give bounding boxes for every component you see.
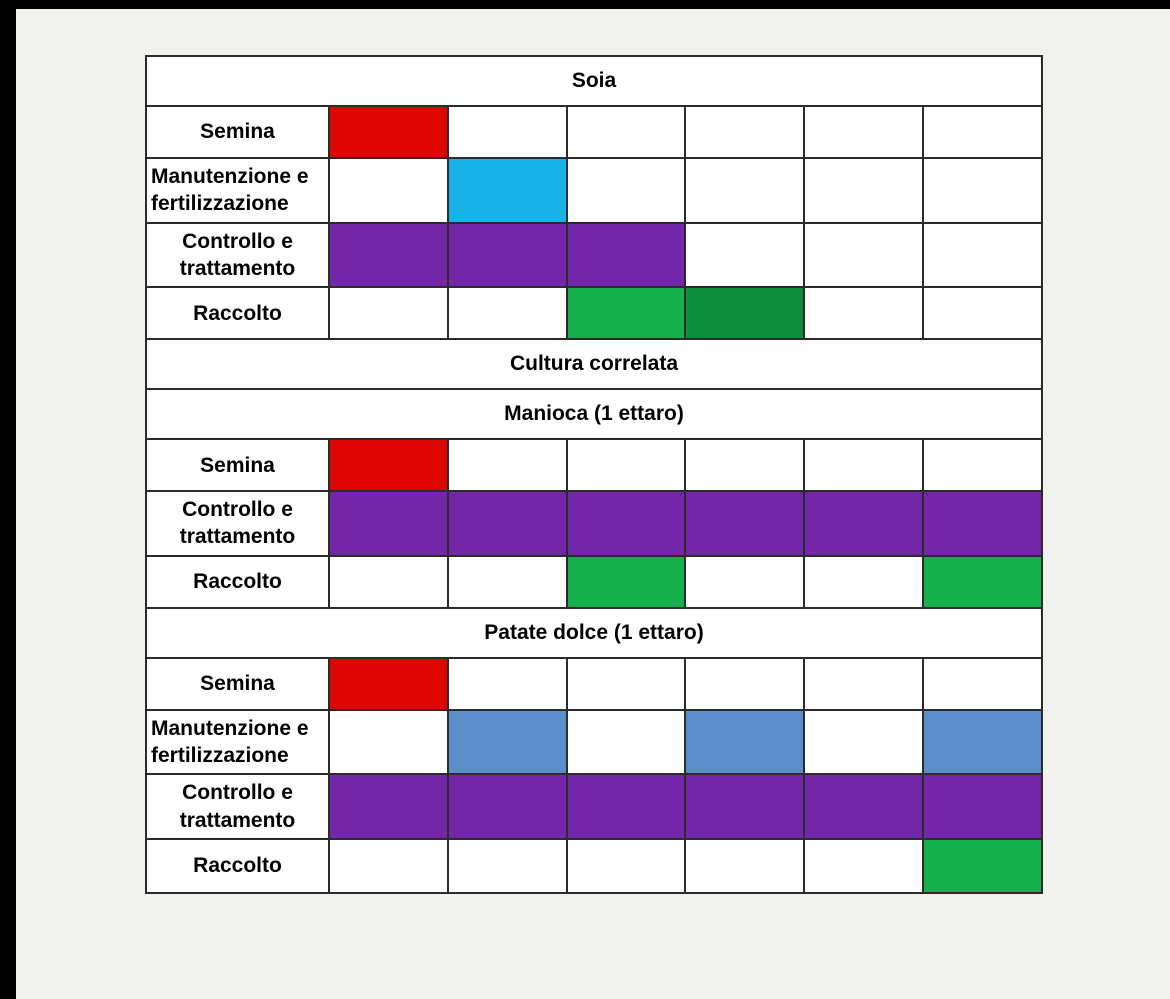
grid-cell bbox=[448, 556, 568, 607]
gantt-bar-red bbox=[330, 107, 449, 157]
task-label: Controllo e trattamento bbox=[147, 492, 330, 555]
task-row: Semina bbox=[147, 658, 1041, 711]
section-title: Cultura correlata bbox=[147, 340, 1041, 391]
grid-cell bbox=[805, 556, 925, 607]
section-title: Soia bbox=[147, 57, 1041, 107]
task-label: Controllo e trattamento bbox=[147, 223, 330, 287]
grid-cell bbox=[448, 288, 568, 339]
gantt-bar-purple bbox=[448, 492, 568, 555]
grid-cell bbox=[448, 839, 568, 892]
gantt-bar-purple bbox=[330, 775, 449, 838]
gantt-bar-purple bbox=[448, 775, 568, 838]
gantt-bar-purple bbox=[567, 223, 687, 287]
grid-cell bbox=[686, 556, 806, 607]
gantt-bar-purple bbox=[805, 775, 925, 838]
grid-cell bbox=[924, 159, 1041, 222]
grid-cell bbox=[686, 440, 806, 491]
grid-cell bbox=[567, 107, 687, 157]
gantt-bar-purple bbox=[567, 492, 687, 555]
grid-cell bbox=[686, 107, 806, 157]
gantt-bar-blue bbox=[924, 710, 1041, 774]
task-row: Raccolto bbox=[147, 556, 1041, 609]
grid-cell bbox=[330, 288, 449, 339]
grid-cell bbox=[567, 710, 687, 774]
task-label: Manutenzione e fertilizzazione bbox=[147, 159, 330, 222]
grid-cell bbox=[924, 288, 1041, 339]
grid-cell bbox=[924, 658, 1041, 709]
task-label: Raccolto bbox=[147, 839, 330, 892]
grid-cell bbox=[924, 440, 1041, 491]
frame-left-strip bbox=[0, 0, 16, 999]
task-row: Raccolto bbox=[147, 839, 1041, 892]
grid-cell bbox=[805, 440, 925, 491]
grid-cell bbox=[567, 658, 687, 709]
grid-cell bbox=[805, 839, 925, 892]
grid-cell bbox=[805, 223, 925, 287]
gantt-bar-cyan bbox=[448, 159, 568, 222]
task-row: Manutenzione e fertilizzazione bbox=[147, 710, 1041, 776]
grid-cell bbox=[448, 107, 568, 157]
grid-cell bbox=[924, 223, 1041, 287]
grid-cell bbox=[330, 839, 449, 892]
grid-cell bbox=[686, 658, 806, 709]
grid-cell bbox=[805, 710, 925, 774]
frame-top-strip bbox=[0, 0, 1170, 9]
section-title: Manioca (1 ettaro) bbox=[147, 390, 1041, 441]
gantt-bar-purple bbox=[924, 775, 1041, 838]
section-title: Patate dolce (1 ettaro) bbox=[147, 608, 1041, 659]
gantt-bar-purple bbox=[686, 492, 806, 555]
grid-cell bbox=[805, 107, 925, 157]
grid-cell bbox=[330, 710, 449, 774]
grid-cell bbox=[805, 658, 925, 709]
gantt-bar-green_dark bbox=[686, 288, 806, 339]
gantt-bar-purple bbox=[805, 492, 925, 555]
grid-cell bbox=[924, 107, 1041, 157]
gantt-bar-red bbox=[330, 440, 449, 491]
grid-cell bbox=[686, 159, 806, 222]
task-label: Semina bbox=[147, 440, 330, 491]
task-row: Controllo e trattamento bbox=[147, 775, 1041, 840]
gantt-bar-purple bbox=[330, 223, 449, 287]
gantt-bar-green bbox=[567, 288, 687, 339]
task-row: Raccolto bbox=[147, 288, 1041, 341]
gantt-bar-purple bbox=[924, 492, 1041, 555]
task-label: Raccolto bbox=[147, 288, 330, 339]
gantt-bar-green bbox=[567, 556, 687, 607]
gantt-bar-purple bbox=[567, 775, 687, 838]
task-row: Controllo e trattamento bbox=[147, 223, 1041, 289]
gantt-bar-purple bbox=[330, 492, 449, 555]
crop-schedule-table: Soia Semina Manutenzione e fertilizzazione… bbox=[145, 55, 1043, 894]
task-row: Semina bbox=[147, 440, 1041, 493]
gantt-bar-green bbox=[924, 556, 1041, 607]
grid-cell bbox=[567, 839, 687, 892]
task-label: Manutenzione e fertilizzazione bbox=[147, 710, 330, 774]
grid-cell bbox=[330, 556, 449, 607]
task-label: Semina bbox=[147, 107, 330, 157]
task-row: Controllo e trattamento bbox=[147, 492, 1041, 557]
grid-cell bbox=[805, 159, 925, 222]
gantt-bar-purple bbox=[686, 775, 806, 838]
grid-cell bbox=[567, 440, 687, 491]
gantt-bar-green bbox=[924, 839, 1041, 892]
grid-cell bbox=[805, 288, 925, 339]
grid-cell bbox=[448, 658, 568, 709]
grid-cell bbox=[686, 223, 806, 287]
task-label: Controllo e trattamento bbox=[147, 775, 330, 838]
task-row: Semina bbox=[147, 107, 1041, 159]
task-label: Raccolto bbox=[147, 556, 330, 607]
grid-cell bbox=[448, 440, 568, 491]
gantt-bar-purple bbox=[448, 223, 568, 287]
gantt-bar-blue bbox=[448, 710, 568, 774]
gantt-bar-red bbox=[330, 658, 449, 709]
grid-cell bbox=[686, 839, 806, 892]
grid-cell bbox=[330, 159, 449, 222]
gantt-bar-blue bbox=[686, 710, 806, 774]
task-row: Manutenzione e fertilizzazione bbox=[147, 159, 1041, 224]
grid-cell bbox=[567, 159, 687, 222]
task-label: Semina bbox=[147, 658, 330, 709]
